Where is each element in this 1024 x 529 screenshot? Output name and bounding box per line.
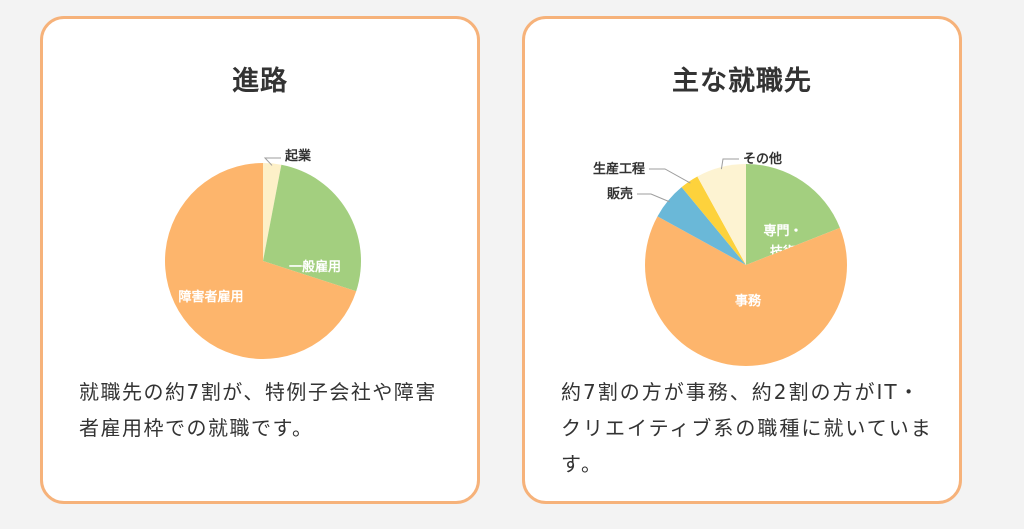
leader-line — [637, 193, 670, 203]
slice-label: その他 — [743, 151, 782, 167]
slice-label: 事務 — [735, 293, 762, 309]
career-path-card: 進路 起業一般雇用障害者雇用 就職先の約7割が、特例子会社や障害者雇用枠での就職… — [40, 16, 480, 504]
main-employers-card: 主な就職先 専門・技術事務販売生産工程その他 約7割の方が事務、約2割の方がIT… — [522, 16, 962, 504]
leader-line — [263, 157, 281, 166]
pie-slice — [697, 164, 746, 265]
slice-label: 販売 — [607, 186, 633, 202]
slice-label: 起業 — [284, 148, 312, 164]
pie-slice — [165, 163, 357, 359]
card-description: 約7割の方が事務、約2割の方がIT・クリエイティブ系の職種に就いています。 — [561, 380, 933, 476]
pie-slice — [263, 164, 361, 292]
leader-line — [649, 168, 691, 184]
card-description: 就職先の約7割が、特例子会社や障害者雇用枠での就職です。 — [79, 380, 437, 440]
slice-label: 障害者雇用 — [178, 289, 243, 305]
main-employers-pie-chart: 専門・技術事務販売生産工程その他 — [593, 151, 847, 367]
pie-slice — [263, 163, 282, 261]
slice-label: 一般雇用 — [289, 259, 341, 275]
pie-slice — [657, 187, 746, 265]
pie-slice — [746, 164, 840, 265]
card-title: 進路 — [232, 66, 288, 97]
pie-slice — [681, 176, 746, 265]
slice-label: 生産工程 — [593, 161, 645, 177]
pie-slice — [645, 216, 847, 367]
leader-line — [720, 158, 739, 170]
card-title: 主な就職先 — [672, 66, 812, 97]
